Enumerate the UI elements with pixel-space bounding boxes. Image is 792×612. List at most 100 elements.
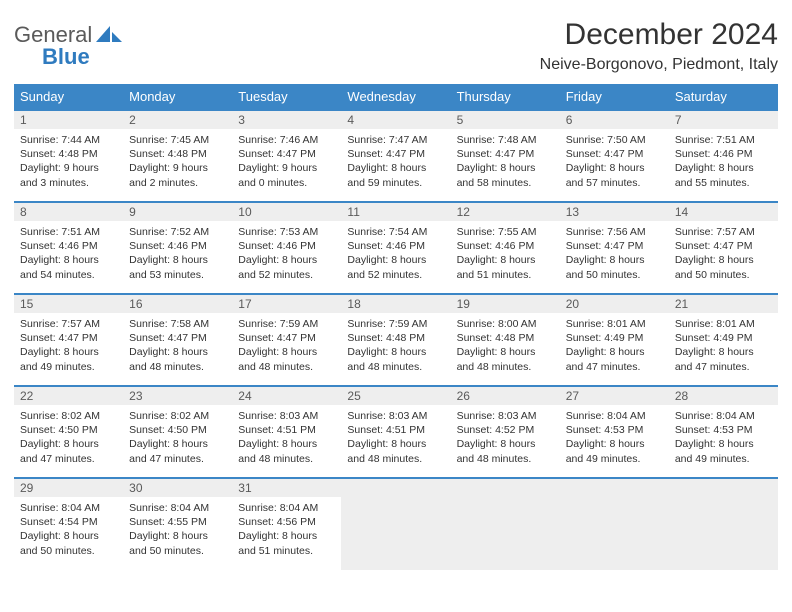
calendar-table: Sunday Monday Tuesday Wednesday Thursday… (14, 84, 778, 570)
day-info: Sunrise: 7:55 AMSunset: 4:46 PMDaylight:… (455, 223, 556, 282)
day-info: Sunrise: 7:53 AMSunset: 4:46 PMDaylight:… (236, 223, 337, 282)
day-number: 12 (451, 203, 560, 221)
sunrise-text: Sunrise: 7:51 AM (20, 225, 117, 239)
day-number: 9 (123, 203, 232, 221)
calendar-row: 29Sunrise: 8:04 AMSunset: 4:54 PMDayligh… (14, 478, 778, 570)
daylight-text: Daylight: 8 hours and 50 minutes. (20, 529, 117, 557)
daylight-text: Daylight: 8 hours and 48 minutes. (238, 345, 335, 373)
day-info: Sunrise: 8:03 AMSunset: 4:51 PMDaylight:… (345, 407, 446, 466)
sunrise-text: Sunrise: 8:03 AM (347, 409, 444, 423)
daylight-text: Daylight: 8 hours and 48 minutes. (347, 437, 444, 465)
day-number: 16 (123, 295, 232, 313)
sunrise-text: Sunrise: 7:54 AM (347, 225, 444, 239)
calendar-cell: 23Sunrise: 8:02 AMSunset: 4:50 PMDayligh… (123, 386, 232, 478)
sunrise-text: Sunrise: 7:46 AM (238, 133, 335, 147)
day-number: 10 (232, 203, 341, 221)
col-monday: Monday (123, 84, 232, 110)
calendar-cell: 20Sunrise: 8:01 AMSunset: 4:49 PMDayligh… (560, 294, 669, 386)
day-info: Sunrise: 7:56 AMSunset: 4:47 PMDaylight:… (564, 223, 665, 282)
day-number: 31 (232, 479, 341, 497)
calendar-cell: 24Sunrise: 8:03 AMSunset: 4:51 PMDayligh… (232, 386, 341, 478)
day-info: Sunrise: 7:57 AMSunset: 4:47 PMDaylight:… (673, 223, 774, 282)
sunset-text: Sunset: 4:47 PM (566, 239, 663, 253)
day-number: 30 (123, 479, 232, 497)
day-number: 13 (560, 203, 669, 221)
sunset-text: Sunset: 4:51 PM (347, 423, 444, 437)
logo-text-blue: Blue (42, 46, 122, 68)
sunrise-text: Sunrise: 7:52 AM (129, 225, 226, 239)
calendar-cell: 16 Sunrise: 7:58 AMSunset: 4:47 PMDayligh… (123, 294, 232, 386)
sunrise-text: Sunrise: 8:02 AM (20, 409, 117, 423)
logo-text-general: General (14, 24, 92, 46)
daylight-text: Daylight: 8 hours and 48 minutes. (238, 437, 335, 465)
daylight-text: Daylight: 8 hours and 54 minutes. (20, 253, 117, 281)
daylight-text: Daylight: 8 hours and 48 minutes. (347, 345, 444, 373)
weekday-header-row: Sunday Monday Tuesday Wednesday Thursday… (14, 84, 778, 110)
day-number: 1 (14, 111, 123, 129)
sunrise-text: Sunrise: 8:03 AM (238, 409, 335, 423)
sunset-text: Sunset: 4:55 PM (129, 515, 226, 529)
calendar-cell: 6Sunrise: 7:50 AMSunset: 4:47 PMDaylight… (560, 110, 669, 202)
day-number: 21 (669, 295, 778, 313)
daylight-text: Daylight: 8 hours and 48 minutes. (457, 437, 554, 465)
day-info: Sunrise: 8:04 AMSunset: 4:53 PMDaylight:… (673, 407, 774, 466)
logo-sail-icon (96, 24, 122, 42)
sunset-text: Sunset: 4:56 PM (238, 515, 335, 529)
day-info: Sunrise: 7:45 AMSunset: 4:48 PMDaylight:… (127, 131, 228, 190)
sunset-text: Sunset: 4:52 PM (457, 423, 554, 437)
calendar-cell: 11Sunrise: 7:54 AMSunset: 4:46 PMDayligh… (341, 202, 450, 294)
sunrise-text: Sunrise: 8:04 AM (238, 501, 335, 515)
col-sunday: Sunday (14, 84, 123, 110)
sunset-text: Sunset: 4:53 PM (566, 423, 663, 437)
calendar-cell: 26Sunrise: 8:03 AMSunset: 4:52 PMDayligh… (451, 386, 560, 478)
sunrise-text: Sunrise: 7:50 AM (566, 133, 663, 147)
day-info: Sunrise: 8:02 AMSunset: 4:50 PMDaylight:… (127, 407, 228, 466)
calendar-cell: 21 Sunrise: 8:01 AMSunset: 4:49 PMDayligh… (669, 294, 778, 386)
page-title: December 2024 (540, 18, 778, 52)
daylight-text: Daylight: 9 hours and 2 minutes. (129, 161, 226, 189)
daylight-text: Daylight: 8 hours and 58 minutes. (457, 161, 554, 189)
sunrise-text: Sunrise: 7:57 AM (675, 225, 772, 239)
logo: General Blue (14, 18, 122, 68)
sunrise-text: Sunrise: 7:55 AM (457, 225, 554, 239)
sunset-text: Sunset: 4:51 PM (238, 423, 335, 437)
day-info: Sunrise: 7:54 AMSunset: 4:46 PMDaylight:… (345, 223, 446, 282)
day-info: Sunrise: 7:52 AMSunset: 4:46 PMDaylight:… (127, 223, 228, 282)
day-number: 17 (232, 295, 341, 313)
day-info: Sunrise: 8:01 AMSunset: 4:49 PMDaylight:… (673, 315, 774, 374)
calendar-cell: 27Sunrise: 8:04 AMSunset: 4:53 PMDayligh… (560, 386, 669, 478)
sunrise-text: Sunrise: 8:04 AM (20, 501, 117, 515)
day-info: Sunrise: 8:04 AMSunset: 4:53 PMDaylight:… (564, 407, 665, 466)
sunset-text: Sunset: 4:48 PM (129, 147, 226, 161)
calendar-cell: 1Sunrise: 7:44 AMSunset: 4:48 PMDaylight… (14, 110, 123, 202)
daylight-text: Daylight: 8 hours and 48 minutes. (457, 345, 554, 373)
calendar-cell: 3Sunrise: 7:46 AMSunset: 4:47 PMDaylight… (232, 110, 341, 202)
col-friday: Friday (560, 84, 669, 110)
page-subtitle: Neive-Borgonovo, Piedmont, Italy (540, 56, 778, 74)
daylight-text: Daylight: 8 hours and 52 minutes. (347, 253, 444, 281)
sunset-text: Sunset: 4:46 PM (238, 239, 335, 253)
sunrise-text: Sunrise: 8:04 AM (675, 409, 772, 423)
calendar-cell-empty (669, 478, 778, 570)
sunrise-text: Sunrise: 7:53 AM (238, 225, 335, 239)
col-saturday: Saturday (669, 84, 778, 110)
daylight-text: Daylight: 8 hours and 51 minutes. (238, 529, 335, 557)
sunrise-text: Sunrise: 8:04 AM (566, 409, 663, 423)
day-number: 2 (123, 111, 232, 129)
daylight-text: Daylight: 8 hours and 47 minutes. (566, 345, 663, 373)
day-info: Sunrise: 8:04 AMSunset: 4:54 PMDaylight:… (18, 499, 119, 558)
day-info: Sunrise: 8:02 AMSunset: 4:50 PMDaylight:… (18, 407, 119, 466)
daylight-text: Daylight: 8 hours and 50 minutes. (675, 253, 772, 281)
daylight-text: Daylight: 9 hours and 0 minutes. (238, 161, 335, 189)
day-info: Sunrise: 8:00 AMSunset: 4:48 PMDaylight:… (455, 315, 556, 374)
col-tuesday: Tuesday (232, 84, 341, 110)
sunrise-text: Sunrise: 8:01 AM (566, 317, 663, 331)
sunset-text: Sunset: 4:48 PM (20, 147, 117, 161)
calendar-row: 22Sunrise: 8:02 AMSunset: 4:50 PMDayligh… (14, 386, 778, 478)
day-info: Sunrise: 7:59 AMSunset: 4:47 PMDaylight:… (236, 315, 337, 374)
calendar-cell: 22Sunrise: 8:02 AMSunset: 4:50 PMDayligh… (14, 386, 123, 478)
sunset-text: Sunset: 4:47 PM (675, 239, 772, 253)
day-number: 8 (14, 203, 123, 221)
day-info: Sunrise: 7:58 AMSunset: 4:47 PMDaylight:… (127, 315, 228, 374)
day-number: 4 (341, 111, 450, 129)
